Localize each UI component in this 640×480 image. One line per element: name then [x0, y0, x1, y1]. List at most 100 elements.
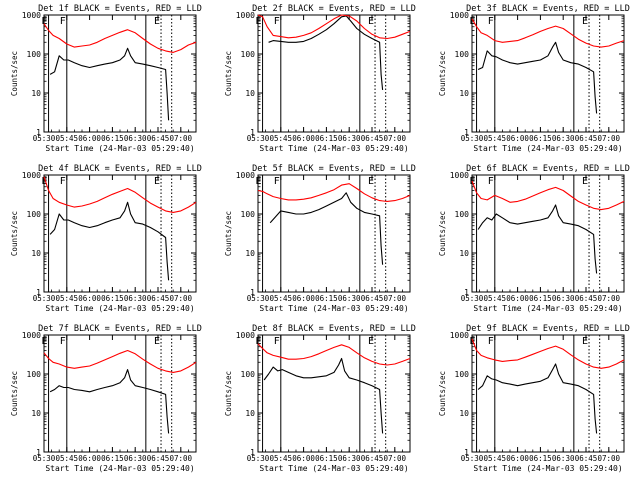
time-marker-label: E: [42, 16, 48, 27]
y-axis-label: Counts/sec: [224, 371, 233, 416]
x-tick-label: 06:30: [338, 134, 361, 143]
x-axis-label: Start Time (24-Mar-03 05:29:40): [473, 464, 622, 473]
time-marker-label: E: [154, 336, 160, 347]
y-tick-label: 100: [455, 370, 470, 379]
y-tick-label: 10: [245, 249, 255, 258]
time-marker-label: F: [274, 336, 280, 347]
x-tick-label: 06:30: [552, 134, 575, 143]
events-series-line: [477, 41, 598, 114]
lld-series-line: [471, 18, 625, 48]
time-marker-label: E: [582, 336, 588, 347]
x-tick-label: 06:00: [506, 294, 529, 303]
x-tick-label: 07:00: [384, 134, 407, 143]
lld-series-line: [257, 343, 411, 366]
x-tick-label: 06:15: [101, 454, 124, 463]
events-series-line: [49, 47, 170, 121]
x-tick-label: 05:45: [56, 454, 79, 463]
x-tick-label: 06:45: [575, 294, 598, 303]
x-tick-label: 07:00: [598, 454, 621, 463]
x-tick-label: 07:00: [170, 454, 193, 463]
time-marker-label: E: [256, 336, 262, 347]
x-tick-label: 06:15: [101, 134, 124, 143]
y-tick-label: 1: [250, 448, 255, 457]
x-tick-label: 06:15: [529, 454, 552, 463]
time-marker-label: F: [488, 16, 494, 27]
time-marker-label: E: [368, 336, 374, 347]
y-axis-label: Counts/sec: [438, 51, 447, 96]
x-tick-label: 07:00: [384, 454, 407, 463]
y-tick-label: 100: [27, 370, 42, 379]
lld-series-line: [471, 338, 625, 369]
x-tick-label: 05:30: [461, 134, 484, 143]
y-tick-label: 1: [250, 288, 255, 297]
chart-panel-7: Det 7f BLACK = Events, RED = LLD 1 10 100 10…: [10, 324, 202, 473]
y-tick-label: 100: [241, 370, 256, 379]
lld-series-line: [43, 176, 197, 213]
x-axis-label: Start Time (24-Mar-03 05:29:40): [45, 464, 194, 473]
lld-series-line: [257, 183, 411, 202]
events-series-line: [49, 369, 170, 434]
y-tick-label: 100: [27, 50, 42, 59]
y-tick-label: 10: [31, 249, 41, 258]
y-tick-label: 1: [464, 288, 469, 297]
x-tick-label: 05:45: [56, 294, 79, 303]
x-tick-label: 06:00: [506, 134, 529, 143]
x-tick-label: 05:30: [461, 294, 484, 303]
x-tick-label: 06:00: [292, 134, 315, 143]
chart-panel-9: Det 9f BLACK = Events, RED = LLD 1 10 100 10…: [438, 324, 630, 473]
y-tick-label: 100: [27, 210, 42, 219]
y-axis-label: Counts/sec: [10, 211, 19, 256]
events-series-line: [269, 192, 384, 265]
y-tick-label: 1000: [236, 331, 255, 340]
time-marker-label: E: [154, 176, 160, 187]
x-axis-label: Start Time (24-Mar-03 05:29:40): [45, 144, 194, 153]
time-marker-label: E: [154, 16, 160, 27]
x-tick-label: 06:30: [124, 454, 147, 463]
events-series-line: [263, 357, 384, 434]
x-tick-label: 07:00: [170, 294, 193, 303]
time-marker-label: E: [256, 16, 262, 27]
y-axis-label: Counts/sec: [224, 51, 233, 96]
x-tick-label: 06:45: [575, 454, 598, 463]
x-tick-label: 06:00: [78, 294, 101, 303]
x-axis-label: Start Time (24-Mar-03 05:29:40): [473, 304, 622, 313]
chart-title: Det 1f BLACK = Events, RED = LLD: [38, 4, 202, 14]
chart-title: Det 2f BLACK = Events, RED = LLD: [252, 4, 416, 14]
x-tick-label: 06:45: [361, 454, 384, 463]
x-tick-label: 05:45: [56, 134, 79, 143]
time-marker-label: E: [256, 176, 262, 187]
time-marker-label: E: [582, 176, 588, 187]
lld-series-line: [43, 349, 197, 373]
x-tick-label: 06:15: [315, 454, 338, 463]
y-tick-label: 1000: [236, 11, 255, 20]
x-axis-label: Start Time (24-Mar-03 05:29:40): [259, 144, 408, 153]
chart-title: Det 7f BLACK = Events, RED = LLD: [38, 324, 202, 334]
time-marker-label: F: [274, 176, 280, 187]
events-series-line: [268, 15, 384, 90]
x-tick-label: 06:00: [506, 454, 529, 463]
x-tick-label: 05:45: [484, 454, 507, 463]
x-tick-label: 06:15: [529, 294, 552, 303]
chart-panel-4: Det 4f BLACK = Events, RED = LLD 1 10 100 10…: [10, 164, 202, 313]
x-tick-label: 06:45: [575, 134, 598, 143]
x-tick-label: 06:15: [315, 294, 338, 303]
y-tick-label: 1000: [22, 331, 41, 340]
y-tick-label: 1000: [236, 171, 255, 180]
x-axis-label: Start Time (24-Mar-03 05:29:40): [45, 304, 194, 313]
x-tick-label: 06:00: [78, 454, 101, 463]
y-tick-label: 10: [459, 409, 469, 418]
x-tick-label: 05:45: [484, 294, 507, 303]
time-marker-label: E: [582, 16, 588, 27]
y-tick-label: 1: [464, 448, 469, 457]
y-tick-label: 1: [36, 448, 41, 457]
x-tick-label: 05:45: [270, 134, 293, 143]
chart-title: Det 4f BLACK = Events, RED = LLD: [38, 164, 202, 174]
x-tick-label: 06:45: [361, 134, 384, 143]
y-tick-label: 1: [464, 128, 469, 137]
y-tick-label: 1: [250, 128, 255, 137]
y-tick-label: 100: [241, 210, 256, 219]
x-tick-label: 06:15: [315, 134, 338, 143]
y-tick-label: 10: [31, 409, 41, 418]
chart-title: Det 5f BLACK = Events, RED = LLD: [252, 164, 416, 174]
